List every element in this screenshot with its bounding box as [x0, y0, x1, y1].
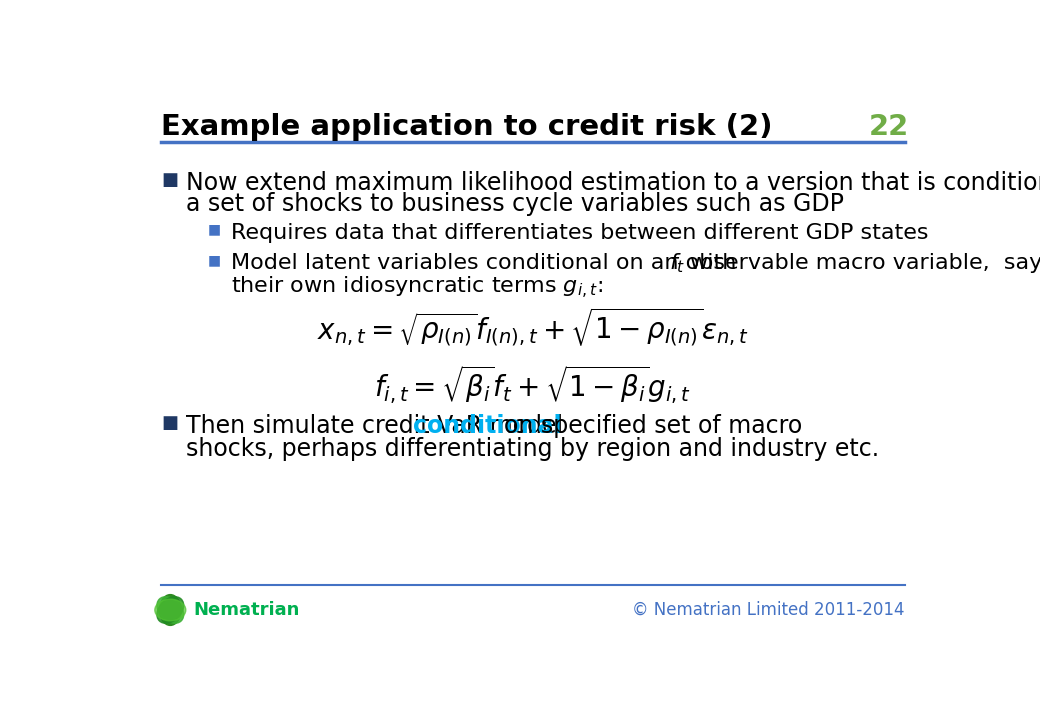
Text: on specified set of macro: on specified set of macro	[504, 414, 803, 438]
Text: 22: 22	[868, 113, 909, 141]
Text: conditional: conditional	[413, 414, 562, 438]
Ellipse shape	[159, 595, 181, 626]
Text: their own idiosyncratic terms $g_{i,t}$:: their own idiosyncratic terms $g_{i,t}$:	[231, 275, 603, 301]
Text: ■: ■	[208, 222, 220, 237]
Text: $x_{n,t} = \sqrt{\rho_{I(n)}}f_{I(n),t} + \sqrt{1-\rho_{I(n)}}\varepsilon_{n,t}$: $x_{n,t} = \sqrt{\rho_{I(n)}}f_{I(n),t} …	[317, 306, 749, 349]
Text: Now extend maximum likelihood estimation to a version that is conditional on: Now extend maximum likelihood estimation…	[186, 171, 1040, 195]
Text: Model latent variables conditional on an observable macro variable,  say,: Model latent variables conditional on an…	[231, 253, 1040, 274]
Text: Example application to credit risk (2): Example application to credit risk (2)	[161, 113, 773, 141]
Text: Nematrian: Nematrian	[193, 601, 300, 619]
Ellipse shape	[157, 597, 184, 624]
Text: shocks, perhaps differentiating by region and industry etc.: shocks, perhaps differentiating by regio…	[186, 437, 879, 461]
Ellipse shape	[157, 597, 184, 624]
Text: a set of shocks to business cycle variables such as GDP: a set of shocks to business cycle variab…	[186, 192, 843, 216]
Text: © Nematrian Limited 2011-2014: © Nematrian Limited 2011-2014	[632, 601, 905, 619]
Ellipse shape	[155, 599, 186, 621]
Text: ■: ■	[208, 253, 220, 268]
Text: Requires data that differentiates between different GDP states: Requires data that differentiates betwee…	[231, 222, 929, 243]
Text: with: with	[690, 253, 737, 274]
Text: ■: ■	[161, 414, 178, 432]
Text: Then simulate credit VaR model: Then simulate credit VaR model	[186, 414, 570, 438]
Text: $f_t$: $f_t$	[669, 251, 685, 275]
Text: $f_{i,t} = \sqrt{\beta_i}f_t + \sqrt{1-\beta_i}g_{i,t}$: $f_{i,t} = \sqrt{\beta_i}f_t + \sqrt{1-\…	[374, 364, 692, 406]
Text: ■: ■	[161, 171, 178, 189]
